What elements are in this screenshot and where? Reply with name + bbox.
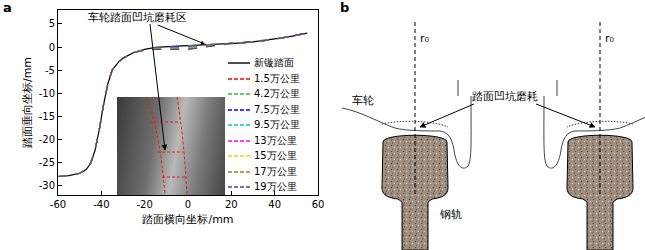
svg-text:60: 60	[312, 199, 325, 210]
svg-text:踏面垂向坐标/mm: 踏面垂向坐标/mm	[21, 57, 34, 148]
html-text:15万公里: 15万公里	[254, 150, 297, 161]
svg-text:0: 0	[185, 199, 191, 210]
svg-text:踏面凹坑磨耗: 踏面凹坑磨耗	[472, 90, 538, 103]
svg-text:20: 20	[225, 199, 238, 210]
html-text:7.5万公里: 7.5万公里	[254, 103, 300, 115]
html-text:b: b	[340, 0, 350, 15]
html-text:17万公里: 17万公里	[254, 165, 297, 177]
svg-text:-40: -40	[93, 199, 109, 210]
svg-text:钢轨: 钢轨	[439, 208, 462, 221]
html-text:13万公里: 13万公里	[254, 134, 297, 146]
svg-text:-20: -20	[39, 134, 55, 145]
svg-text:车轮踏面凹坑磨耗区: 车轮踏面凹坑磨耗区	[88, 11, 187, 24]
html-text:19万公里: 19万公里	[254, 181, 297, 192]
html-text:1.5万公里: 1.5万公里	[254, 72, 300, 84]
svg-text:r₀: r₀	[605, 32, 615, 45]
svg-text:40: 40	[268, 199, 281, 210]
svg-text:r₀: r₀	[420, 32, 430, 45]
svg-text:-25: -25	[39, 157, 55, 168]
html-text:a: a	[3, 0, 12, 15]
svg-text:-60: -60	[50, 199, 66, 210]
svg-text:-5: -5	[45, 65, 55, 76]
svg-text:踏面横向坐标/mm: 踏面横向坐标/mm	[142, 213, 233, 226]
svg-text:0: 0	[49, 42, 55, 53]
svg-text:-30: -30	[39, 180, 55, 191]
svg-text:车轮: 车轮	[352, 94, 374, 107]
svg-text:-20: -20	[136, 199, 152, 210]
svg-text:-10: -10	[39, 88, 55, 99]
html-text:4.2万公里: 4.2万公里	[254, 88, 300, 99]
svg-text:-15: -15	[39, 111, 55, 122]
svg-text:5: 5	[49, 18, 55, 29]
html-text:9.5万公里: 9.5万公里	[254, 119, 300, 130]
html-text:新镟踏面: 新镟踏面	[254, 57, 294, 68]
